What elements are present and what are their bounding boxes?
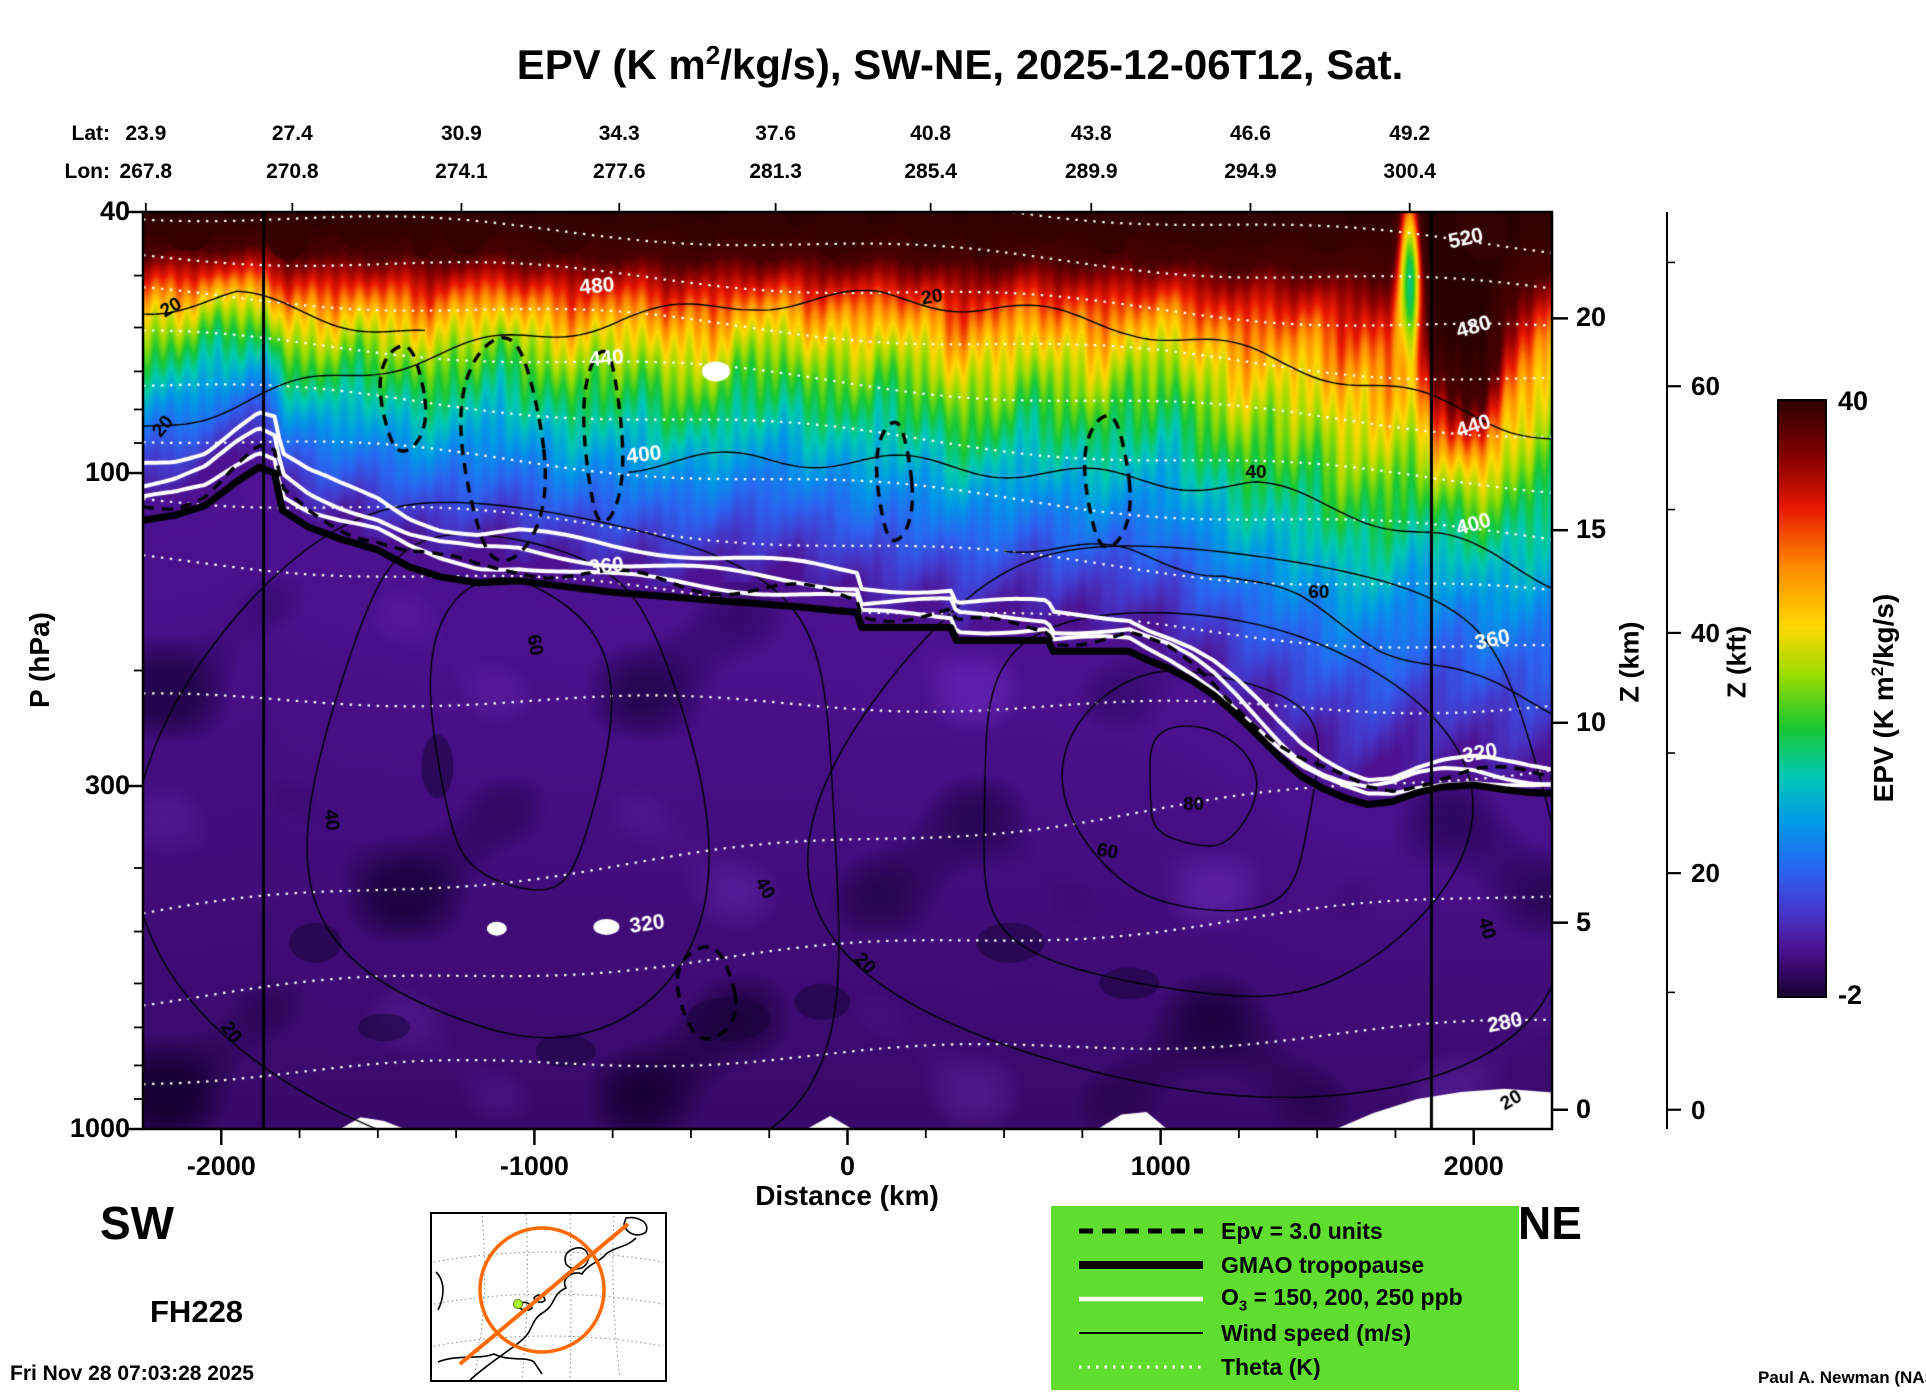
lat-value: 34.3 [598, 122, 640, 145]
map-border [430, 1212, 667, 1382]
legend-label: Epv = 3.0 units [1221, 1217, 1383, 1244]
lon-value: 274.1 [435, 160, 488, 183]
legend-swatch-dotted-white [1079, 1365, 1203, 1369]
map-track-line [458, 1222, 630, 1366]
credit: Paul A. Newman (NASA [1758, 1368, 1926, 1387]
legend-label: GMAO tropopause [1221, 1251, 1425, 1278]
lon-value: 294.9 [1224, 160, 1277, 183]
legend-swatch-white-solid [1079, 1296, 1203, 1302]
pressure-tick-label: 300 [84, 770, 130, 800]
map-coastline [435, 1216, 648, 1381]
forecast-hour-label: FH228 [150, 1294, 244, 1329]
distance-tick-label: 1000 [1130, 1151, 1191, 1181]
lat-value: 40.8 [910, 122, 952, 145]
map-track-circle [478, 1226, 606, 1354]
lat-axis-prefix: Lat: [71, 122, 111, 145]
legend-swatch-dashed-black [1079, 1228, 1203, 1234]
page-title: EPV (K m2/kg/s), SW-NE, 2025-12-06T12, S… [280, 40, 1640, 89]
legend-swatch-thick-black [1079, 1261, 1203, 1269]
legend-item: GMAO tropopause [1077, 1248, 1519, 1282]
z-km-axis-label: Z (km) [1614, 621, 1645, 703]
pressure-tick-label: 40 [99, 196, 130, 226]
lat-value: 23.9 [125, 122, 167, 145]
colorbar-label-text: EPV (K m [1868, 676, 1900, 803]
z-km-tick-label: 5 [1576, 906, 1592, 937]
map-track-midpoint [513, 1299, 523, 1309]
lat-value: 49.2 [1389, 122, 1431, 145]
legend-item: Epv = 3.0 units [1077, 1214, 1519, 1248]
z-kft-tick-label: 20 [1691, 858, 1720, 889]
pressure-tick-label: 100 [84, 457, 130, 488]
lon-value: 300.4 [1383, 160, 1436, 183]
z-kft-tick-label: 40 [1691, 617, 1720, 648]
z-kft-tick-label: 60 [1691, 371, 1720, 402]
colorbar-axis-label: EPV (K m2/kg/s) [1868, 594, 1900, 803]
epv-colorbar [1777, 399, 1827, 998]
legend-label: O3 = 150, 200, 250 ppb [1221, 1283, 1463, 1315]
legend-item: Theta (K) [1077, 1350, 1519, 1384]
lon-value: 289.9 [1064, 160, 1118, 183]
colorbar-max-label: 40 [1838, 386, 1869, 416]
legend-label: Theta (K) [1221, 1353, 1321, 1380]
lat-value: 27.4 [271, 122, 313, 145]
colorbar-label-superscript: 2 [1867, 666, 1887, 677]
lat-value: 30.9 [440, 122, 482, 145]
legend-swatch-thin-black [1079, 1332, 1203, 1334]
title-text: EPV (K m [516, 41, 706, 88]
corner-label-sw: SW [100, 1197, 175, 1249]
timestamp: Fri Nov 28 07:03:28 2025 [10, 1362, 254, 1385]
z-kft-tick-label: 0 [1691, 1094, 1706, 1125]
lon-value: 270.8 [266, 160, 319, 183]
colorbar-min-label: -2 [1838, 980, 1863, 1010]
z-km-tick-label: 10 [1576, 706, 1607, 737]
lon-value: 281.3 [749, 160, 802, 183]
colorbar-label-text-2: /kg/s) [1868, 593, 1900, 667]
legend: Epv = 3.0 units GMAO tropopause O3 = 150, … [1051, 1206, 1519, 1390]
lat-value: 46.6 [1230, 122, 1271, 145]
lon-value: 267.8 [119, 160, 173, 183]
z-km-tick-label: 15 [1576, 514, 1607, 545]
title-superscript: 2 [705, 40, 721, 70]
z-km-tick-label: 20 [1576, 302, 1607, 333]
lat-value: 43.8 [1070, 122, 1112, 145]
z-kft-axis-label: Z (kft) [1721, 625, 1752, 699]
distance-axis-label: Distance (km) [755, 1180, 939, 1211]
distance-tick-label: -2000 [186, 1151, 256, 1181]
legend-label: Wind speed (m/s) [1221, 1319, 1412, 1346]
cross-section-map-inset [430, 1212, 667, 1382]
legend-item: O3 = 150, 200, 250 ppb [1077, 1282, 1519, 1316]
pressure-axis-label: P (hPa) [24, 612, 55, 708]
lon-value: 277.6 [592, 160, 646, 183]
distance-tick-label: 2000 [1443, 1151, 1504, 1181]
title-text-2: /kg/s), SW-NE, 2025-12-06T12, Sat. [720, 41, 1404, 88]
distance-tick-label: 0 [839, 1151, 856, 1181]
lon-axis-prefix: Lon: [64, 160, 110, 183]
corner-label-ne: NE [1518, 1197, 1582, 1249]
lat-value: 37.6 [755, 122, 797, 145]
z-km-tick-label: 0 [1576, 1093, 1592, 1124]
legend-item: Wind speed (m/s) [1077, 1316, 1519, 1350]
epv-contour-plot-canvas [143, 212, 1552, 1129]
pressure-tick-label: 1000 [69, 1113, 130, 1143]
distance-tick-label: -1000 [499, 1151, 569, 1181]
lon-value: 285.4 [904, 160, 957, 183]
